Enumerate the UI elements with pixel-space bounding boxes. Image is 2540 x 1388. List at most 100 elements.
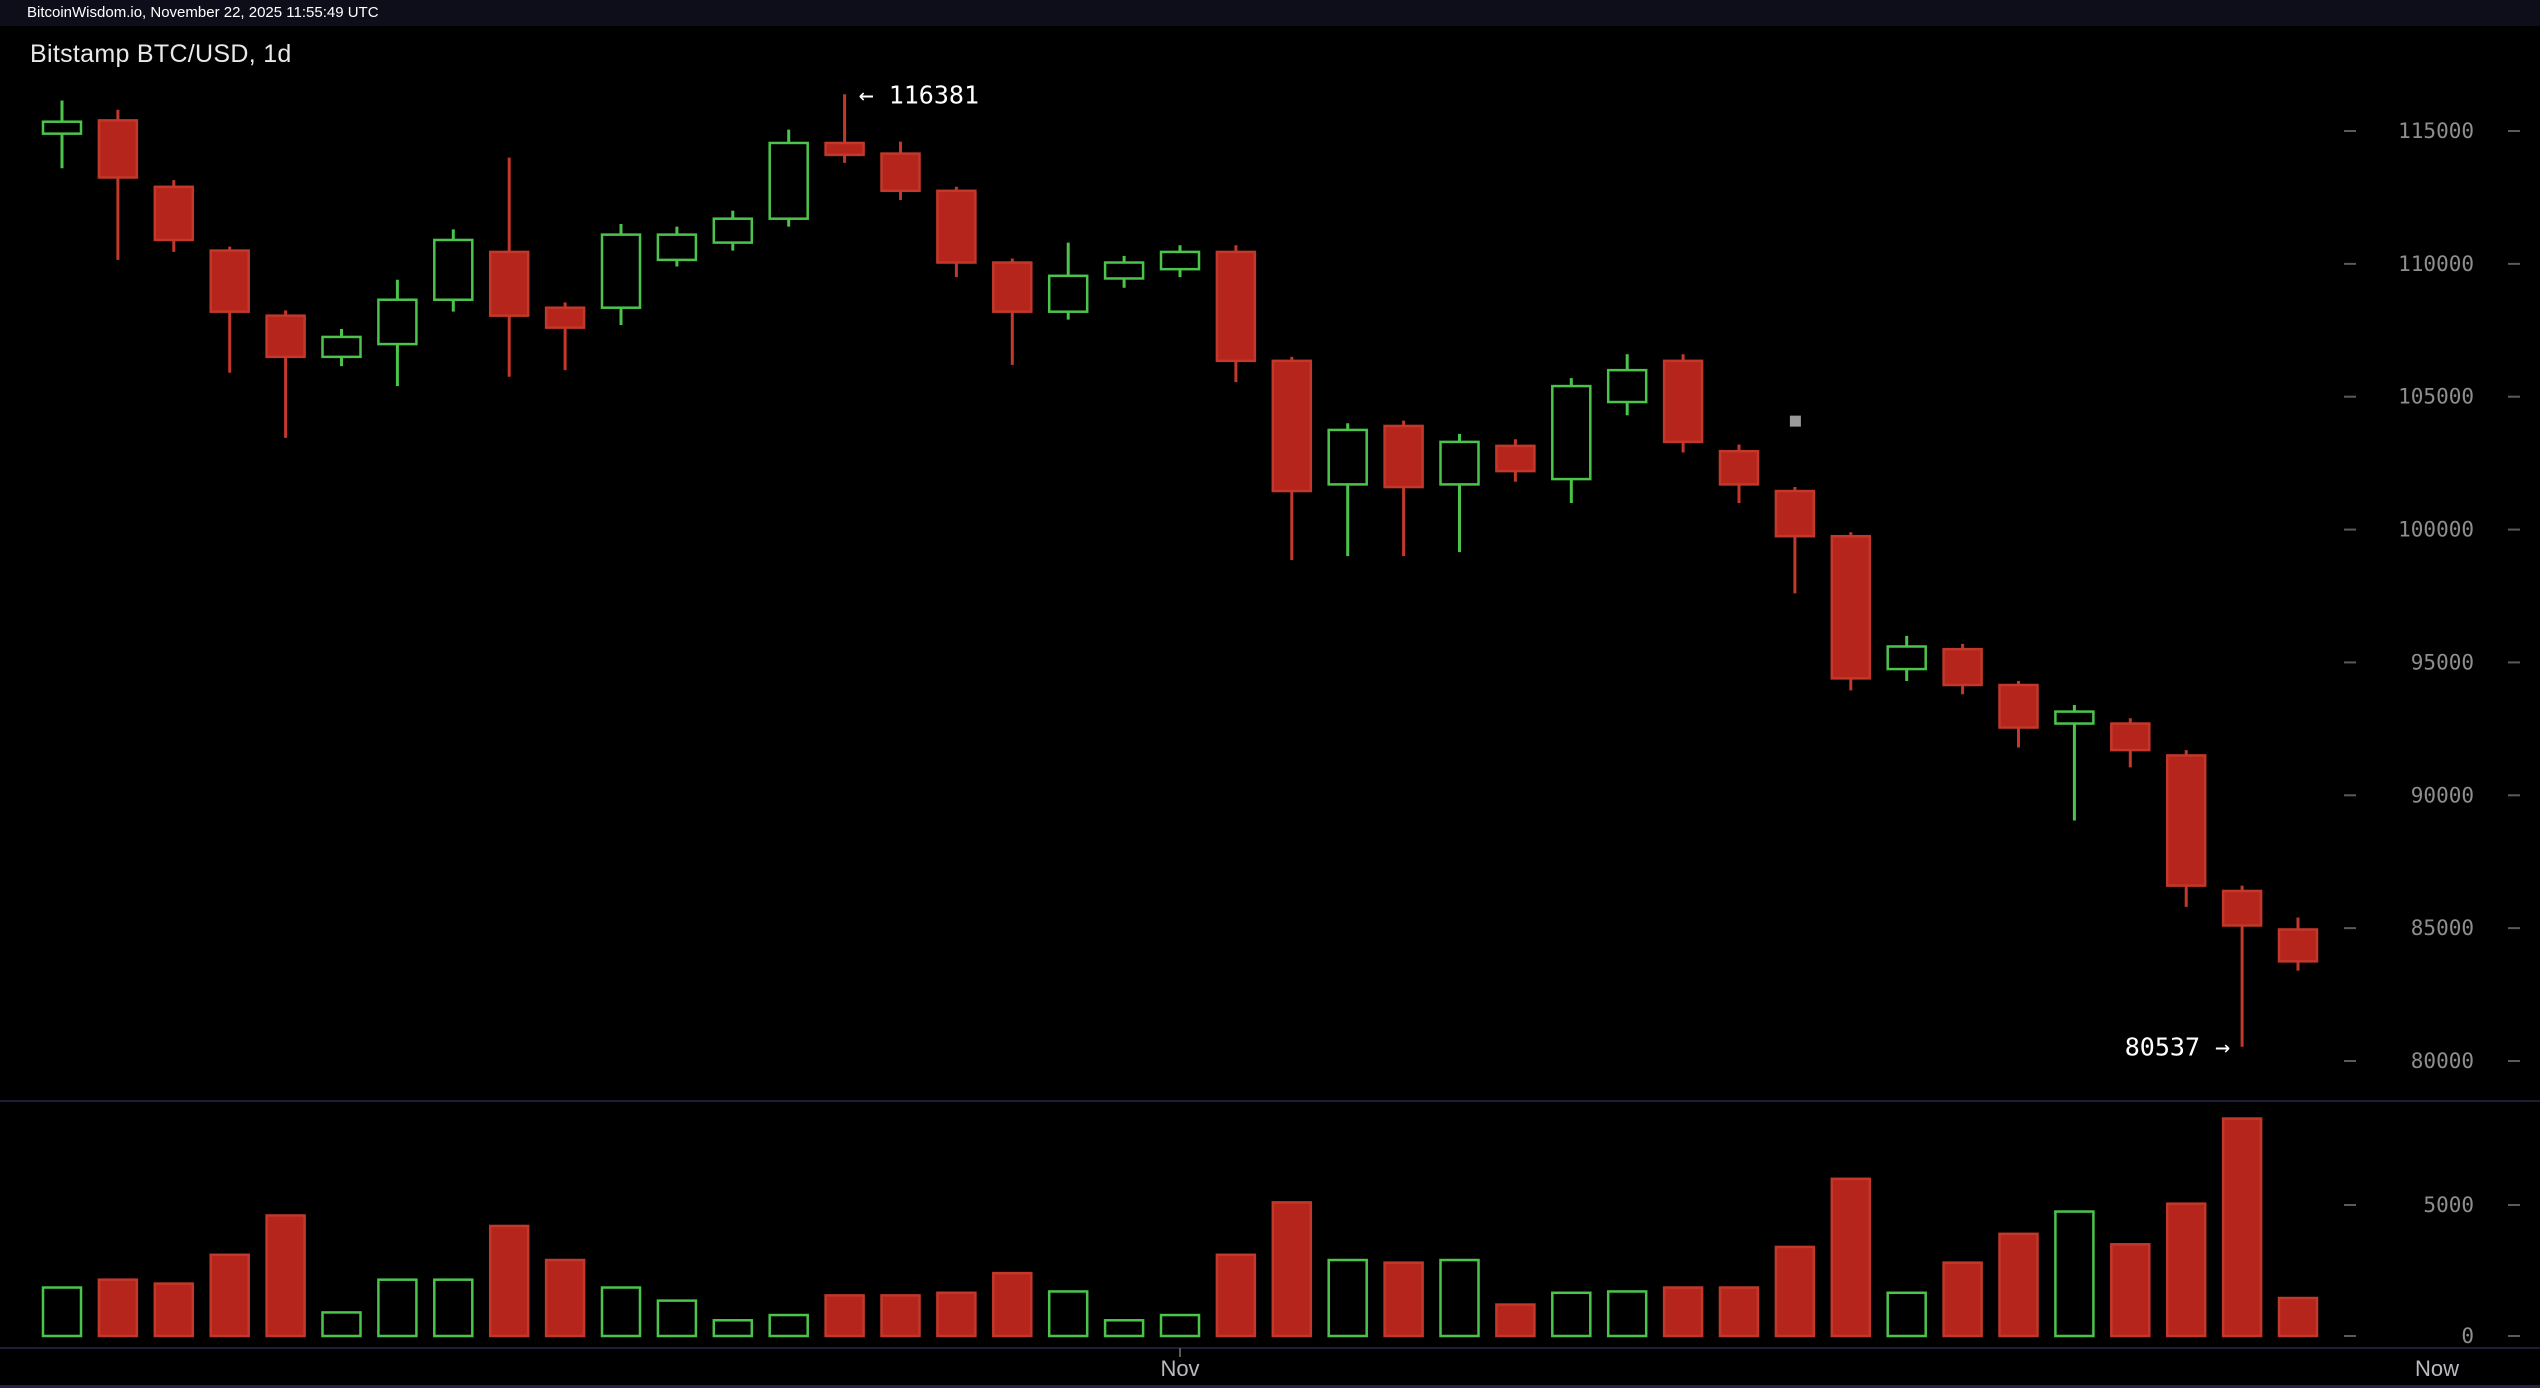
volume-bar [1047, 1290, 1089, 1338]
candle-body [1551, 384, 1592, 481]
candle-body [1271, 359, 1313, 493]
chart-area: Bitstamp BTC/USD, 1d 115000 110000 105000 1… [0, 26, 2540, 1388]
volume-bar [656, 1299, 698, 1338]
candle-body [2054, 710, 2095, 725]
candle-body [1215, 250, 1257, 363]
candle-body [321, 335, 362, 359]
volume-bar [824, 1294, 865, 1338]
volume-bar [1998, 1232, 2039, 1338]
candle [1271, 356, 1313, 561]
volume-bar [209, 1253, 250, 1338]
candle [1886, 635, 1927, 682]
candle [488, 157, 530, 377]
status-bar: BitcoinWisdom.io, November 22, 2025 11:5… [0, 0, 2540, 26]
candle [377, 279, 418, 387]
candle [1103, 255, 1145, 288]
candle [1495, 439, 1536, 482]
chart-canvas[interactable]: 115000 110000 105000 100000 95000 90000 85000 8… [0, 26, 2540, 1388]
candle-body [1662, 359, 1704, 444]
candle-body [1774, 489, 1816, 538]
bottom-border [0, 1385, 2540, 1388]
candle [321, 328, 362, 367]
volume-bar [992, 1271, 1033, 1338]
candle-body [1942, 647, 1983, 687]
candle [936, 186, 977, 278]
volume-bar [1662, 1286, 1704, 1338]
candle [2165, 750, 2207, 907]
price-axis-label: 80000 [2411, 1049, 2474, 1073]
candle [1606, 354, 1648, 416]
candle-body [2110, 722, 2151, 752]
candle-body [656, 233, 698, 262]
candle-body [1439, 440, 1480, 486]
volume-bar [2110, 1243, 2151, 1338]
candle [1942, 643, 1983, 695]
status-text: BitcoinWisdom.io, November 22, 2025 11:5… [27, 4, 379, 21]
volume-axis-label: 0 [2461, 1324, 2474, 1348]
volume-bar [97, 1278, 139, 1338]
x-axis-label: Nov [1160, 1356, 1199, 1381]
candle [2110, 718, 2151, 768]
candle [1551, 378, 1592, 503]
cursor-dot [1789, 415, 1801, 427]
volume-bar [1383, 1261, 1424, 1338]
candle-body [1998, 683, 2039, 729]
volume-bar [2277, 1296, 2319, 1338]
volume-bar [1942, 1261, 1983, 1338]
candle [712, 210, 754, 251]
candle-body [936, 189, 977, 264]
volume-bar [2054, 1210, 2095, 1338]
candle-body [1830, 534, 1872, 680]
price-axis-label: 100000 [2398, 518, 2474, 542]
candle-body [1383, 424, 1424, 489]
volume-bar [768, 1313, 809, 1338]
volume-bar [321, 1311, 362, 1338]
volume-bar [1103, 1319, 1145, 1338]
volume-bar [1495, 1303, 1536, 1338]
candle-body [824, 141, 865, 157]
candle-body [41, 120, 83, 135]
volume-bar [41, 1286, 83, 1338]
candle [433, 229, 474, 312]
high-price-annotation: ← 116381 [859, 80, 979, 109]
volume-bar [377, 1278, 418, 1338]
candle-body [1495, 444, 1536, 473]
candle-body [880, 152, 921, 193]
candle [2221, 885, 2263, 1047]
candle [2277, 917, 2319, 971]
volume-bar [1327, 1258, 1368, 1338]
candle [992, 258, 1033, 365]
volume-bar [544, 1258, 586, 1338]
candle [1047, 242, 1089, 320]
candle [1774, 487, 1816, 594]
candle-body [2221, 889, 2263, 927]
candle-body [265, 314, 306, 359]
volume-bar [265, 1214, 306, 1338]
volume-bar [1439, 1258, 1480, 1338]
candle [1215, 245, 1257, 383]
candle-body [97, 119, 139, 179]
low-price-annotation: 80537 → [2125, 1033, 2230, 1062]
candle-body [1103, 261, 1145, 280]
volume-bar [153, 1282, 195, 1338]
candle-body [992, 261, 1033, 313]
candle [1327, 423, 1368, 557]
price-axis-label: 110000 [2398, 252, 2474, 276]
price-axis-label: 95000 [2411, 650, 2474, 674]
candle [209, 246, 250, 373]
candle [41, 100, 83, 169]
candle-body [768, 141, 809, 220]
candle-body [153, 185, 195, 242]
candle-body [544, 306, 586, 329]
candle-body [377, 298, 418, 346]
price-axis-label: 85000 [2411, 916, 2474, 940]
volume-bar [600, 1286, 642, 1338]
volume-bar [936, 1291, 977, 1338]
candle [880, 141, 921, 201]
candle-body [600, 233, 642, 309]
candle-body [1159, 250, 1201, 271]
candle-body [1606, 368, 1648, 404]
price-axis-label: 105000 [2398, 385, 2474, 409]
volume-bar [1830, 1177, 1872, 1338]
candle [656, 226, 698, 267]
